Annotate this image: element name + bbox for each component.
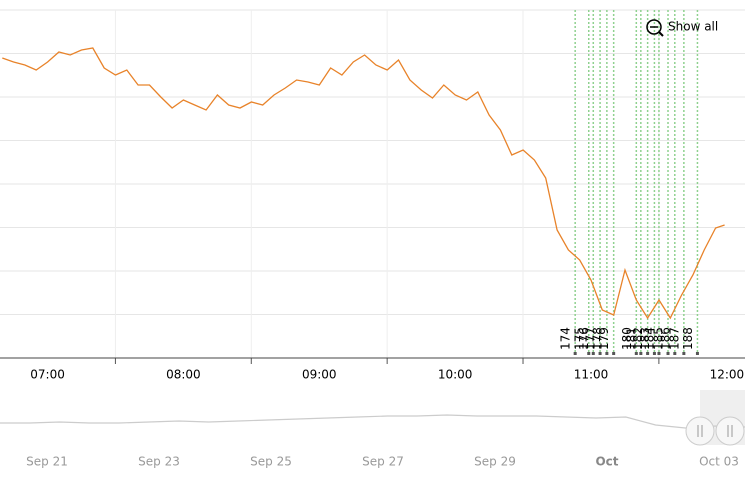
data-line xyxy=(2,47,725,320)
event-label: 174 xyxy=(559,327,573,350)
event-marker xyxy=(646,352,650,355)
event-label: 187 xyxy=(667,327,681,350)
event-marker xyxy=(612,352,616,355)
event-label: 175 xyxy=(572,327,586,350)
handle-circle xyxy=(685,416,715,446)
event-label: 184 xyxy=(642,327,656,350)
x-tick-label: 10:00 xyxy=(438,368,473,382)
event-marker xyxy=(605,352,609,355)
button-label[interactable]: Show all xyxy=(668,20,718,34)
event-marker xyxy=(598,352,602,355)
navigator-label: Sep 27 xyxy=(362,455,404,469)
event-label: 185 xyxy=(652,327,666,350)
event-label: 179 xyxy=(597,327,611,350)
event-marker xyxy=(573,352,577,355)
navigator-label: Sep 25 xyxy=(250,455,292,469)
show-all-button[interactable]: Show all xyxy=(646,19,718,37)
x-tick-label: 09:00 xyxy=(302,368,337,382)
event-marker xyxy=(652,352,656,355)
event-label: 182 xyxy=(631,327,645,350)
event-marker xyxy=(591,352,595,355)
event-marker xyxy=(673,352,677,355)
event-label: 176 xyxy=(577,327,591,350)
event-label: 180 xyxy=(620,327,634,350)
navigator-label: Sep 21 xyxy=(26,455,68,469)
event-label: 183 xyxy=(638,327,652,350)
event-marker xyxy=(587,352,591,355)
x-tick-label: 12:00 xyxy=(710,368,745,382)
event-label: 188 xyxy=(681,327,695,350)
navigator-line xyxy=(0,414,746,429)
navigator-label: Sep 23 xyxy=(138,455,180,469)
navigator-label: Oct 03 xyxy=(699,455,739,469)
handle-circle xyxy=(715,416,745,446)
zoom-icon xyxy=(646,19,662,35)
event-marker xyxy=(657,352,661,355)
x-tick-label: 11:00 xyxy=(574,368,609,382)
event-label: 178 xyxy=(590,327,604,350)
event-marker xyxy=(695,352,699,355)
event-marker xyxy=(639,352,643,355)
event-label: 186 xyxy=(658,327,672,350)
event-label: 177 xyxy=(584,327,598,350)
navigator-handle[interactable] xyxy=(685,416,715,446)
zoom-icon-handle xyxy=(658,31,664,37)
navigator-handle[interactable] xyxy=(715,416,745,446)
event-marker xyxy=(634,352,638,355)
x-tick-label: 07:00 xyxy=(30,368,65,382)
event-marker xyxy=(682,352,686,355)
navigator-label: Sep 29 xyxy=(474,455,516,469)
event-marker xyxy=(666,352,670,355)
event-label: 181 xyxy=(624,327,638,350)
navigator-label: Oct xyxy=(595,455,618,469)
x-tick-label: 08:00 xyxy=(166,368,201,382)
